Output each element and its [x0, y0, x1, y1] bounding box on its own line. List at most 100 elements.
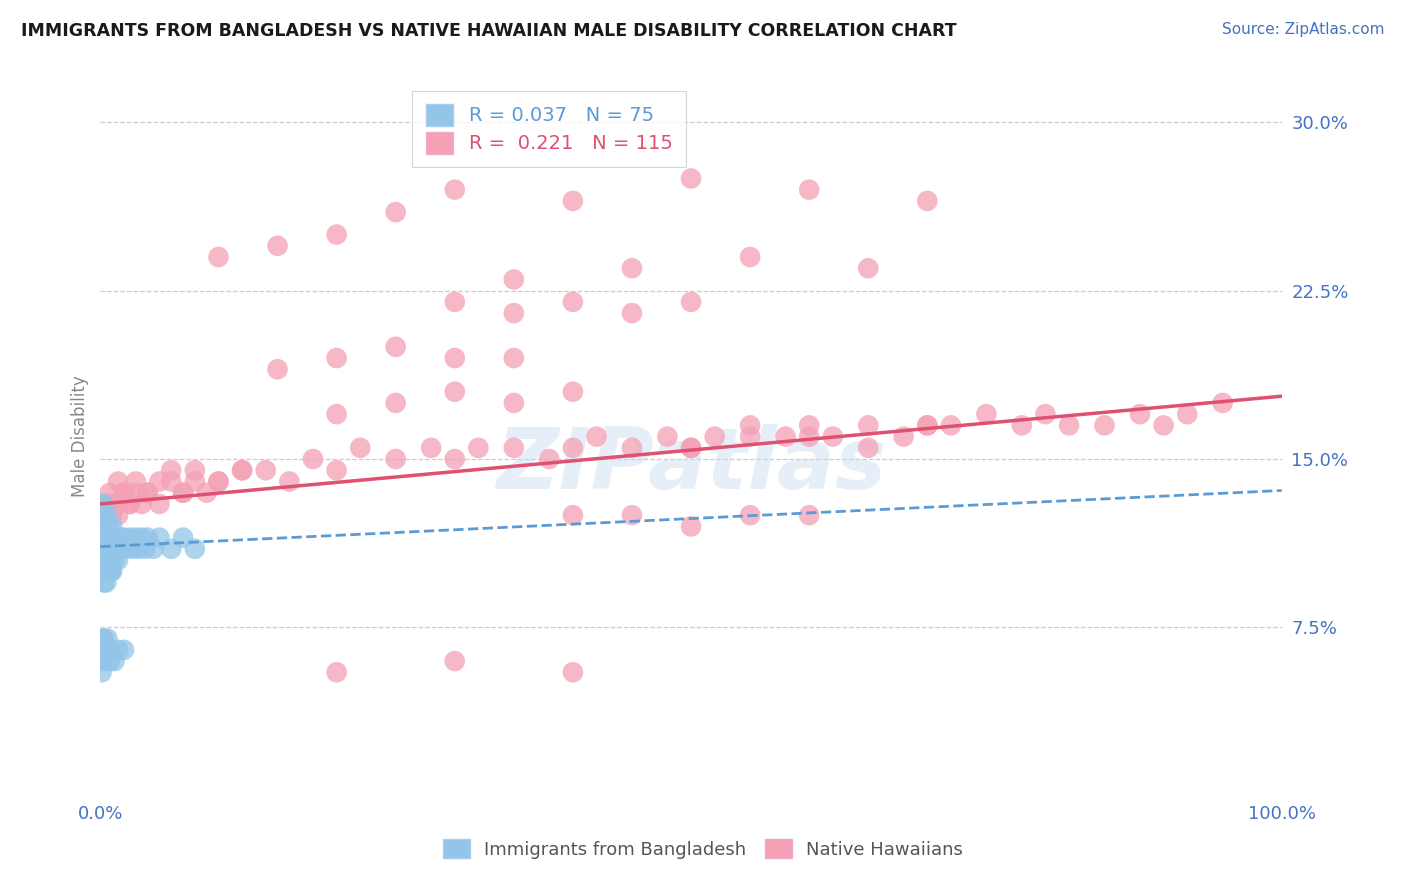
- Point: [115, 541, 138, 556]
- Point: [679, 441, 702, 455]
- Point: [107, 508, 129, 523]
- Point: [148, 497, 170, 511]
- Point: [443, 452, 465, 467]
- Point: [103, 541, 125, 556]
- Point: [101, 564, 124, 578]
- Point: [103, 553, 125, 567]
- Point: [94, 553, 117, 567]
- Point: [799, 429, 821, 443]
- Point: [325, 665, 347, 680]
- Legend: Immigrants from Bangladesh, Native Hawaiians: Immigrants from Bangladesh, Native Hawai…: [432, 829, 974, 870]
- Point: [502, 351, 524, 365]
- Point: [90, 531, 112, 545]
- Point: [207, 250, 229, 264]
- Point: [125, 475, 148, 489]
- Point: [98, 553, 121, 567]
- Point: [502, 396, 524, 410]
- Point: [127, 541, 149, 556]
- Point: [172, 531, 194, 545]
- Point: [561, 194, 583, 208]
- Point: [184, 463, 207, 477]
- Point: [96, 541, 118, 556]
- Point: [443, 384, 465, 399]
- Point: [103, 654, 125, 668]
- Point: [142, 541, 165, 556]
- Point: [136, 531, 159, 545]
- Point: [93, 531, 115, 545]
- Point: [325, 407, 347, 421]
- Point: [110, 531, 132, 545]
- Point: [740, 429, 762, 443]
- Point: [91, 541, 114, 556]
- Point: [160, 475, 183, 489]
- Point: [101, 508, 124, 523]
- Point: [1212, 396, 1234, 410]
- Point: [585, 429, 607, 443]
- Point: [231, 463, 253, 477]
- Point: [110, 541, 132, 556]
- Point: [118, 497, 141, 511]
- Point: [97, 519, 120, 533]
- Point: [1035, 407, 1057, 421]
- Point: [97, 564, 120, 578]
- Point: [799, 508, 821, 523]
- Point: [254, 463, 277, 477]
- Y-axis label: Male Disability: Male Disability: [72, 376, 89, 498]
- Point: [91, 519, 114, 533]
- Point: [1175, 407, 1198, 421]
- Point: [103, 497, 125, 511]
- Point: [100, 643, 122, 657]
- Point: [94, 654, 117, 668]
- Point: [93, 564, 115, 578]
- Point: [740, 508, 762, 523]
- Point: [100, 531, 122, 545]
- Point: [94, 541, 117, 556]
- Point: [740, 418, 762, 433]
- Point: [325, 227, 347, 242]
- Point: [384, 452, 406, 467]
- Point: [96, 519, 118, 533]
- Point: [107, 475, 129, 489]
- Point: [90, 665, 112, 680]
- Point: [98, 497, 121, 511]
- Point: [467, 441, 489, 455]
- Point: [90, 497, 112, 511]
- Point: [160, 541, 183, 556]
- Point: [134, 541, 156, 556]
- Point: [148, 531, 170, 545]
- Point: [93, 508, 115, 523]
- Text: ZIPatlas: ZIPatlas: [496, 424, 886, 507]
- Point: [799, 183, 821, 197]
- Point: [172, 485, 194, 500]
- Point: [561, 441, 583, 455]
- Point: [561, 508, 583, 523]
- Point: [976, 407, 998, 421]
- Point: [93, 541, 115, 556]
- Point: [101, 497, 124, 511]
- Point: [620, 441, 643, 455]
- Point: [118, 497, 141, 511]
- Point: [775, 429, 797, 443]
- Point: [349, 441, 371, 455]
- Point: [90, 508, 112, 523]
- Point: [96, 508, 118, 523]
- Point: [443, 654, 465, 668]
- Point: [858, 261, 880, 276]
- Point: [703, 429, 725, 443]
- Point: [620, 306, 643, 320]
- Point: [107, 553, 129, 567]
- Point: [90, 654, 112, 668]
- Legend: R = 0.037   N = 75, R =  0.221   N = 115: R = 0.037 N = 75, R = 0.221 N = 115: [412, 91, 686, 167]
- Point: [1153, 418, 1175, 433]
- Point: [93, 632, 115, 646]
- Point: [266, 362, 288, 376]
- Point: [96, 553, 118, 567]
- Point: [112, 485, 135, 500]
- Point: [91, 531, 114, 545]
- Point: [502, 272, 524, 286]
- Point: [136, 485, 159, 500]
- Point: [98, 531, 121, 545]
- Point: [107, 643, 129, 657]
- Point: [184, 475, 207, 489]
- Point: [97, 541, 120, 556]
